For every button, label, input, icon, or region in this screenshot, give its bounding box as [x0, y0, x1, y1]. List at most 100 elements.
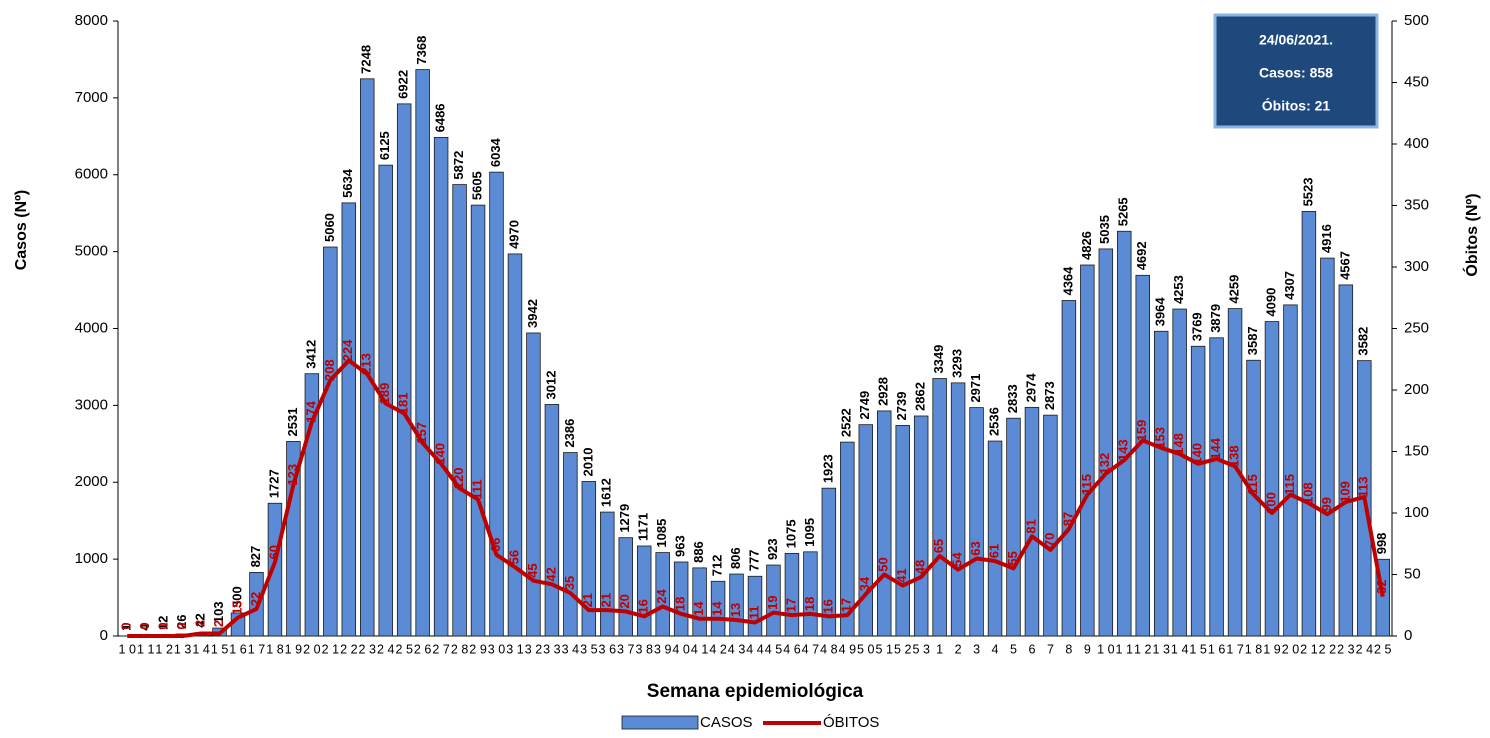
- bar-value-label: 2928: [876, 377, 891, 406]
- bar-value-label: 6486: [433, 103, 448, 132]
- x-tick-label: 33: [543, 642, 561, 656]
- x-tick-label: 22: [1319, 642, 1337, 656]
- line-value-label: 100: [1263, 492, 1278, 514]
- x-tick-label: 27: [432, 642, 450, 656]
- x-axis-label: Semana epidemiológica: [647, 681, 864, 702]
- y2-tick-label: 300: [1404, 258, 1429, 275]
- bar-value-label: 6922: [396, 70, 411, 99]
- x-tick-label: 14: [192, 642, 210, 656]
- line-value-label: 213: [359, 353, 374, 375]
- bar-value-label: 4364: [1060, 266, 1075, 296]
- bar-value-label: 2971: [968, 374, 983, 403]
- bar: [471, 205, 485, 636]
- bar-value-label: 2531: [285, 408, 300, 437]
- x-tick-label: 20: [1282, 642, 1300, 656]
- line-value-label: 109: [1337, 481, 1352, 503]
- bar-value-label: 2873: [1042, 381, 1057, 410]
- line-value-label: 87: [1060, 512, 1075, 526]
- bar-value-label: 4259: [1226, 275, 1241, 304]
- line-value-label: 63: [968, 541, 983, 555]
- bar: [490, 172, 504, 636]
- bar: [434, 137, 448, 636]
- x-tick-label: 8: [1065, 642, 1072, 656]
- y-tick-label: 7000: [75, 89, 108, 106]
- line-value-label: 13: [728, 603, 743, 617]
- x-tick-label: 21: [322, 642, 340, 656]
- line-value-label: 208: [322, 359, 337, 381]
- bar-value-label: 2749: [857, 391, 872, 420]
- line-value-label: 45: [525, 563, 540, 577]
- x-tick-label: 17: [248, 642, 266, 656]
- line-value-label: 148: [1171, 433, 1186, 455]
- line-value-label: 34: [857, 576, 872, 591]
- x-tick-label: 43: [728, 642, 746, 656]
- line-value-label: 50: [876, 557, 891, 571]
- x-tick-label: 25: [1374, 642, 1392, 656]
- bar-value-label: 2010: [580, 448, 595, 477]
- bar-value-label: 4253: [1171, 275, 1186, 304]
- line-value-label: 60: [266, 545, 281, 559]
- x-tick-label: 23: [1337, 642, 1355, 656]
- y-tick-label: 4000: [75, 319, 108, 336]
- bar-value-label: 2833: [1005, 384, 1020, 413]
- y2-tick-label: 350: [1404, 196, 1429, 213]
- bar-value-label: 3412: [303, 340, 318, 369]
- bar-value-label: 4307: [1282, 271, 1297, 300]
- x-tick-label: 17: [1226, 642, 1244, 656]
- bar-value-label: 963: [673, 535, 688, 557]
- line-value-label: 2: [193, 620, 208, 627]
- bar: [970, 408, 984, 636]
- bar: [988, 441, 1002, 636]
- legend-label: CASOS: [700, 714, 753, 731]
- bar-value-label: 3293: [950, 349, 965, 378]
- bar-value-label: 712: [710, 555, 725, 577]
- x-tick-label: 18: [266, 642, 284, 656]
- y-tick-label: 3000: [75, 396, 108, 413]
- bar: [859, 425, 873, 636]
- bar-value-label: 998: [1374, 533, 1389, 555]
- bar: [1321, 258, 1335, 636]
- bar-value-label: 923: [765, 538, 780, 560]
- x-tick-label: 38: [635, 642, 653, 656]
- y2-tick-label: 100: [1404, 504, 1429, 521]
- x-tick-label: 53: [912, 642, 930, 656]
- bar: [785, 553, 799, 636]
- x-tick-label: 11: [1116, 642, 1134, 656]
- x-tick-label: 39: [654, 642, 672, 656]
- bar: [508, 254, 522, 636]
- bar: [453, 185, 467, 636]
- x-tick-label: 13: [174, 642, 192, 656]
- line-value-label: 2: [211, 620, 226, 627]
- bar-value-label: 4567: [1337, 251, 1352, 280]
- bar: [1136, 275, 1150, 636]
- y2-tick-label: 500: [1404, 12, 1429, 29]
- x-tick-label: 9: [1084, 642, 1091, 656]
- bar: [1081, 265, 1095, 636]
- bar-value-label: 777: [746, 550, 761, 572]
- x-tick-label: 47: [802, 642, 820, 656]
- y2-tick-label: 200: [1404, 381, 1429, 398]
- bar: [1265, 322, 1279, 636]
- bar: [619, 538, 633, 636]
- legend-swatch: [622, 716, 698, 729]
- line-value-label: 140: [1190, 443, 1205, 465]
- x-tick-label: 19: [1263, 642, 1281, 656]
- x-tick-label: 49: [839, 642, 857, 656]
- line-value-label: 0: [137, 622, 152, 629]
- bar-value-label: 1095: [802, 518, 817, 547]
- line-value-label: 143: [1116, 439, 1131, 461]
- bar-value-label: 3879: [1208, 304, 1223, 333]
- line-value-label: 70: [1042, 533, 1057, 547]
- bar: [564, 453, 578, 636]
- y-tick-label: 6000: [75, 166, 108, 183]
- line-value-label: 224: [340, 339, 355, 361]
- x-tick-label: 32: [525, 642, 543, 656]
- line-value-label: 32: [1374, 579, 1389, 593]
- bar-value-label: 3349: [931, 345, 946, 374]
- x-tick-label: 12: [1134, 642, 1152, 656]
- line-value-label: 132: [1097, 453, 1112, 475]
- bar-value-label: 1279: [617, 504, 632, 533]
- x-tick-label: 37: [617, 642, 635, 656]
- bar-value-label: 1612: [599, 478, 614, 507]
